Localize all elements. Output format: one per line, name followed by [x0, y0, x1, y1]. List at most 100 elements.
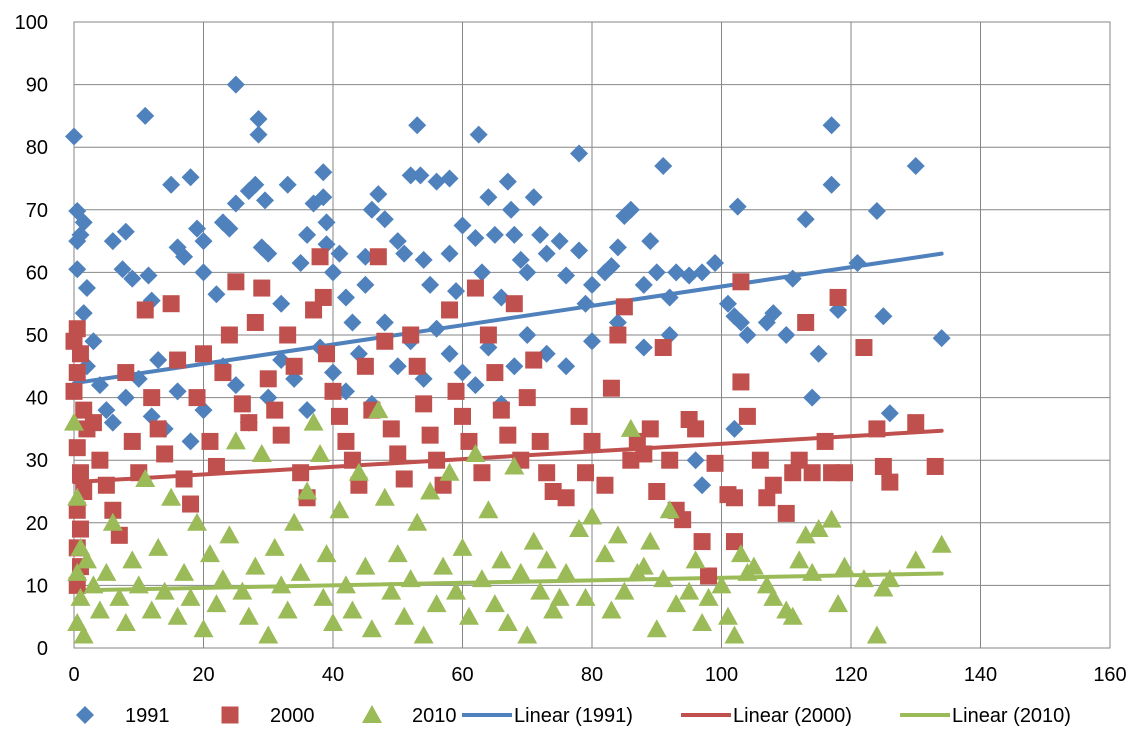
data-point-1991: [194, 263, 213, 282]
data-point-1991: [557, 266, 576, 285]
data-point-2010: [67, 487, 88, 506]
data-point-2010: [407, 512, 428, 531]
data-point-2010: [251, 443, 272, 462]
data-point-1991: [414, 250, 433, 269]
data-point-1991: [317, 213, 336, 232]
data-point-1991: [693, 476, 712, 495]
data-point-2000: [622, 451, 640, 469]
data-point-2010: [83, 575, 104, 594]
data-point-2010: [355, 556, 376, 575]
data-point-2000: [97, 476, 115, 494]
data-point-1991: [194, 232, 213, 251]
data-point-2000: [505, 295, 523, 313]
data-point-1991: [362, 200, 381, 219]
data-point-1991: [874, 307, 893, 326]
x-tick-label: 100: [705, 664, 738, 686]
data-point-1991: [90, 376, 109, 395]
data-point-1991: [731, 313, 750, 332]
data-point-2000: [479, 326, 497, 344]
data-point-2000: [725, 489, 743, 507]
x-tick-label: 80: [581, 664, 603, 686]
data-point-1991: [660, 288, 679, 307]
data-point-2000: [492, 401, 510, 419]
x-tick-label: 60: [451, 664, 473, 686]
data-point-2000: [123, 432, 141, 450]
data-point-2010: [89, 600, 110, 619]
data-point-2010: [601, 600, 622, 619]
legend-label: Linear (1991): [514, 705, 633, 727]
data-point-1991: [239, 182, 258, 201]
data-point-2010: [387, 544, 408, 563]
data-point-2000: [823, 464, 841, 482]
data-point-1991: [388, 357, 407, 376]
data-point-2000: [674, 511, 692, 529]
data-point-2010: [802, 562, 823, 581]
data-point-2010: [329, 500, 350, 519]
data-point-2010: [290, 562, 311, 581]
data-point-2000: [764, 476, 782, 494]
x-tick-label: 0: [68, 664, 79, 686]
data-point-1991: [647, 263, 666, 282]
data-point-1991: [848, 254, 867, 273]
data-point-2010: [789, 550, 810, 569]
data-point-2010: [543, 600, 564, 619]
data-point-2000: [803, 464, 821, 482]
data-point-2000: [408, 357, 426, 375]
data-point-2010: [64, 412, 84, 431]
data-point-2010: [724, 625, 745, 644]
data-point-2000: [104, 501, 122, 519]
data-point-2000: [71, 520, 89, 538]
data-point-2000: [110, 526, 128, 544]
data-point-2000: [169, 351, 187, 369]
data-point-1991: [336, 288, 355, 307]
data-point-1991: [537, 244, 556, 263]
legend-label: Linear (2010): [952, 705, 1071, 727]
data-point-2010: [180, 587, 201, 606]
data-point-2000: [68, 364, 86, 382]
data-point-2000: [68, 439, 86, 457]
data-point-2010: [931, 534, 952, 553]
data-point-1991: [822, 116, 841, 135]
data-point-1991: [447, 282, 466, 301]
data-point-2000: [596, 476, 614, 494]
data-point-1991: [116, 388, 135, 407]
data-point-1991: [65, 127, 83, 146]
data-point-2010: [128, 575, 149, 594]
data-point-2000: [156, 445, 174, 463]
y-tick-label: 10: [26, 575, 48, 597]
data-point-2000: [538, 464, 556, 482]
data-point-2010: [381, 581, 402, 600]
data-point-1991: [259, 244, 278, 263]
data-point-2010: [484, 594, 505, 613]
data-point-1991: [440, 169, 459, 188]
data-point-1991: [680, 266, 699, 285]
data-point-1991: [427, 319, 446, 338]
data-point-2000: [395, 470, 413, 488]
data-point-2000: [687, 420, 705, 438]
data-point-1991: [641, 232, 660, 251]
data-point-2000: [162, 295, 180, 313]
data-point-2000: [816, 432, 834, 450]
data-point-2010: [821, 509, 842, 528]
y-tick-label: 60: [26, 262, 48, 284]
data-point-2000: [428, 451, 446, 469]
data-point-2010: [394, 606, 415, 625]
data-point-1991: [68, 232, 87, 251]
data-point-2000: [518, 389, 536, 407]
data-point-2000: [292, 464, 310, 482]
legend-marker-2000: [221, 706, 239, 724]
data-point-2000: [570, 407, 588, 425]
data-point-1991: [738, 326, 757, 344]
data-point-1991: [524, 188, 543, 207]
data-point-1991: [408, 116, 427, 135]
data-point-2010: [594, 544, 615, 563]
data-point-2010: [348, 462, 369, 481]
data-point-1991: [803, 388, 822, 407]
data-point-2000: [661, 451, 679, 469]
data-point-1991: [188, 219, 207, 238]
data-point-2010: [620, 418, 641, 437]
data-point-2000: [635, 445, 653, 463]
y-tick-label: 90: [26, 75, 48, 97]
data-point-2010: [556, 562, 577, 581]
